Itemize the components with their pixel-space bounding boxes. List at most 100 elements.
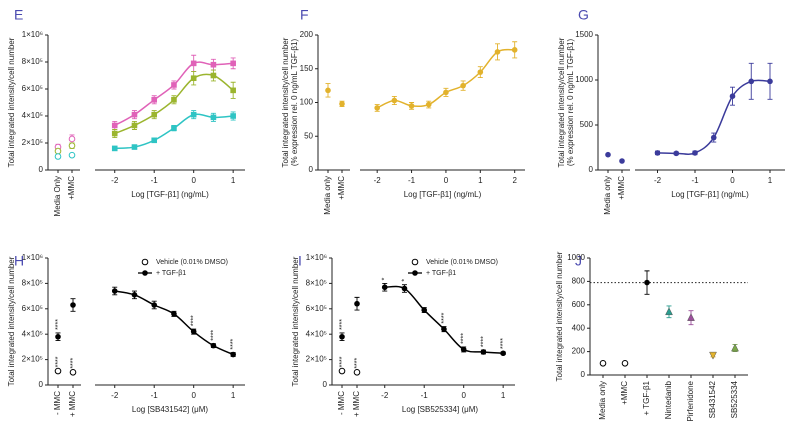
x-tick-label: Media only [603,176,612,215]
y-tick-label: 0 [39,165,44,174]
legend-marker [141,258,149,266]
significance-label: * [382,277,389,280]
data-point [70,302,76,308]
significance-label: **** [354,357,361,368]
data-point [339,333,345,340]
y-tick-label: 1000 [575,75,593,84]
y-tick-label: 0 [323,380,328,389]
data-point [68,135,76,143]
data-point [692,150,698,156]
data-point [644,279,650,286]
y-axis-label: Total integrated intensity/cell number [281,37,290,167]
significance-label: **** [230,338,237,349]
x-tick-label: 0 [191,391,196,400]
y-tick-label: 6×10⁵ [22,304,43,313]
data-point [230,113,236,119]
x-tick-label: 1 [501,391,506,400]
data-point [619,158,625,164]
data-point [131,122,138,129]
data-point [111,130,118,137]
data-point [338,367,346,375]
legend-label: Vehicle (0.01% DMSO) [156,259,228,266]
y-axis-label: (% expression rel. 0 ng/mL TGF-β1) [566,39,575,167]
data-point [480,349,487,355]
data-point [55,333,61,340]
y-tick-label: 2×10⁵ [22,138,43,147]
significance-label: **** [441,312,448,323]
x-tick-label: 0 [730,176,735,185]
y-axis-label: Total integrated intensity/cell number [291,256,300,386]
panel-label: E [14,7,23,23]
x-tick-label: + MMC [68,391,77,417]
legend-marker [412,270,418,276]
data-point [230,351,236,358]
data-point [171,97,177,103]
data-point [665,307,673,316]
significance-label: **** [500,338,507,349]
x-tick-label: -1 [151,391,159,400]
x-axis-label: Log [TGF-β1] (ng/mL) [404,190,482,199]
data-point [460,346,467,353]
y-tick-label: 0 [589,165,594,174]
significance-label: **** [191,315,198,326]
significance-label: **** [210,330,217,341]
data-point [441,326,447,332]
y-axis-label: Total integrated intensity/cell number [555,251,564,381]
x-tick-label: +MMC [67,176,76,200]
data-point [210,72,217,79]
significance-label: * [401,279,408,282]
x-axis-label: Log [TGF-β1] (ng/mL) [131,190,209,199]
x-tick-label: -2 [381,391,389,400]
fit-curve [376,48,515,109]
y-tick-label: 0 [581,370,586,379]
data-point [151,111,158,118]
significance-label: **** [55,319,62,330]
data-point [401,285,408,292]
data-point [111,288,118,294]
data-point [511,47,518,53]
y-tick-label: 200 [300,30,314,39]
data-point [381,284,388,291]
data-point [68,151,76,159]
y-axis-label: Total integrated intensity/cell number [7,256,16,386]
x-tick-label: - MMC [53,391,62,415]
x-tick-label: Media Only [53,176,62,216]
y-tick-label: 4×10⁵ [22,329,43,338]
y-tick-label: 1500 [575,30,593,39]
data-point [408,103,415,109]
panel-label: F [300,7,309,23]
x-tick-label: Nintedanib [664,380,673,419]
legend-label: Vehicle (0.01% DMSO) [426,259,498,266]
x-tick-label: +MMC [337,176,346,200]
data-point [767,78,773,85]
panel-label: G [578,7,589,23]
data-point [709,351,717,360]
y-tick-label: 0 [309,165,314,174]
data-point [151,137,158,144]
data-point [54,147,62,155]
legend-label: + TGF-β1 [426,270,456,277]
y-tick-label: 600 [572,300,586,309]
data-point [69,369,77,376]
data-point [425,101,432,108]
y-tick-label: 8×10⁵ [22,279,43,288]
data-point [391,97,398,104]
y-axis-label: Total integrated intensity/cell number [7,37,16,167]
x-tick-label: +MMC [617,176,626,200]
y-tick-label: 1×10⁶ [22,253,43,262]
data-point [131,111,138,118]
x-tick-label: -1 [421,391,429,400]
y-tick-label: 1×10⁶ [22,30,43,39]
data-point [210,114,217,121]
x-tick-label: Media only [598,381,607,420]
x-tick-label: SB525334 [730,380,739,418]
x-tick-label: 1 [478,176,483,185]
legend-marker [411,258,419,266]
legend-label: + TGF-β1 [156,270,186,277]
x-tick-label: -2 [374,176,382,185]
x-tick-label: -1 [408,176,416,185]
data-point [731,343,739,352]
data-point [654,150,661,156]
data-point [673,150,680,157]
